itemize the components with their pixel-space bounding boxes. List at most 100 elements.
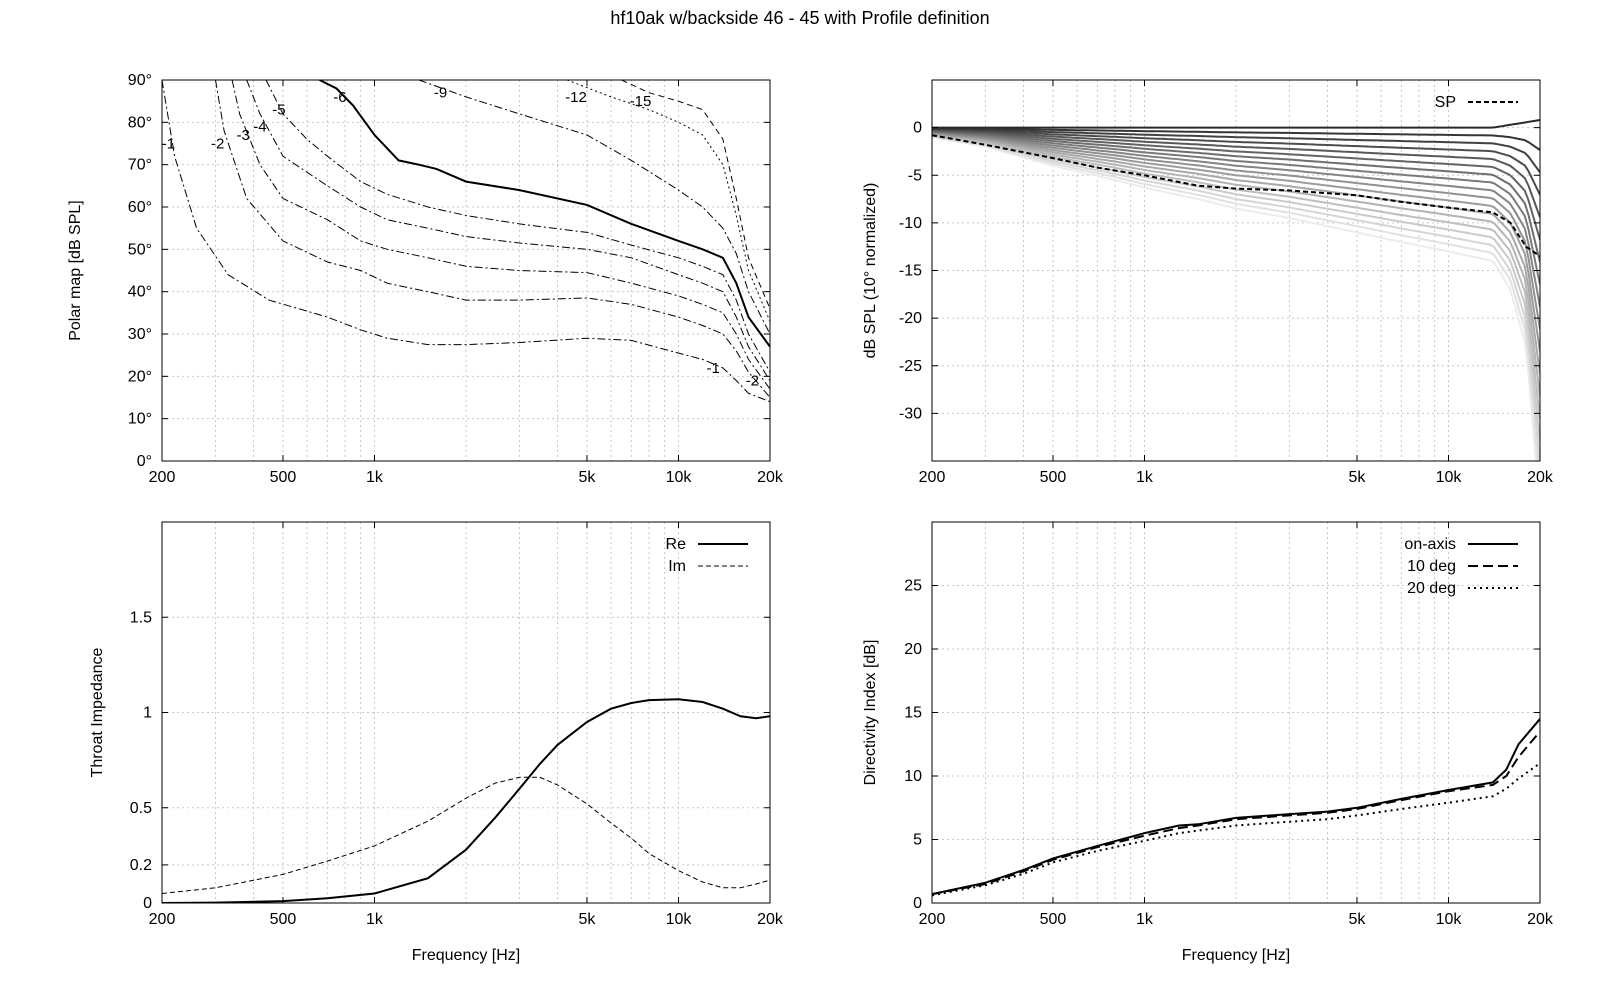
y-tick-label: 60° [128,199,152,216]
off-axis-curve [932,127,1540,151]
y-tick-label: 0 [143,895,152,912]
contour-line--2 [215,80,770,398]
y-tick-label: 0 [913,120,922,137]
contour-label: -2 [746,373,759,390]
contour-label: -9 [434,85,447,102]
contour-label: -3 [237,127,250,144]
page-title: hf10ak w/backside 46 - 45 with Profile d… [610,8,990,28]
y-tick-label: 25 [904,578,922,595]
y-tick-label: 30° [128,326,152,343]
off-axis-curve [932,130,1540,285]
y-tick-label: 10 [904,768,922,785]
plot-frame [161,79,771,462]
y-tick-label: -30 [899,405,922,422]
off-axis-curve [932,130,1540,263]
x-tick-label: 10k [666,911,693,928]
x-tick-label: 10k [1436,469,1463,486]
legend-label: Im [668,558,686,575]
legend-label: SP [1435,94,1456,111]
y-tick-label: 50° [128,241,152,258]
series-line-10-deg [932,730,1540,896]
off-axis-curve [932,131,1540,330]
x-tick-label: 5k [579,911,597,928]
off-axis-curve [932,135,1540,461]
x-tick-label: 20k [1527,469,1554,486]
x-tick-label: 200 [919,911,946,928]
throat-impedance-panel: 200 500 1k 5k 10k 20k 0 0.2 0.5 1 1.5 Throat Impeda… [89,521,784,964]
series-line-im [162,776,770,894]
series-line-re [162,698,770,903]
y-tick-label: 0.5 [130,800,152,817]
y-tick-label: 0° [137,453,152,470]
contour-label: -4 [253,119,266,136]
series-line-sp [932,134,1540,258]
x-tick-label: 200 [149,469,176,486]
contour-line--4 [246,80,770,381]
y-tick-label: -15 [899,263,922,280]
off-axis-curve [932,129,1540,240]
y-axis-label: Directivity Index [dB] [862,640,879,786]
y-tick-label: 90° [128,72,152,89]
legend-label: 10 deg [1407,558,1456,575]
x-axis-label: Frequency [Hz] [1182,947,1290,964]
y-tick-label: 1.5 [130,609,152,626]
y-axis-label: dB SPL (10° normalized) [862,183,879,359]
x-tick-label: 500 [270,911,297,928]
series-line-20-deg [932,762,1540,897]
legend-label: Re [666,536,687,553]
legend-label: on-axis [1404,536,1456,553]
legend-label: 20 deg [1407,580,1456,597]
y-tick-label: -25 [899,358,922,375]
y-tick-label: 20° [128,368,152,385]
y-tick-label: 10° [128,411,152,428]
x-tick-label: 10k [666,469,693,486]
x-tick-label: 5k [579,469,597,486]
contour-line--9 [418,80,770,335]
y-tick-label: 0 [913,895,922,912]
x-tick-label: 20k [757,469,784,486]
contour-line--5 [265,80,770,373]
off-axis-curve [932,119,1540,129]
series-line-on-axis [932,718,1540,896]
x-tick-label: 200 [149,911,176,928]
x-tick-label: 20k [1527,911,1554,928]
y-axis-label: Polar map [dB SPL] [67,200,84,341]
directivity-index-panel: 200 500 1k 5k 10k 20k 0 5 10 15 20 25 Directivity In… [862,521,1554,964]
contour-line--15 [621,80,770,309]
x-tick-label: 500 [270,469,297,486]
off-axis-curve [932,133,1540,397]
contour-label: -12 [565,89,587,106]
y-tick-label: 70° [128,157,152,174]
y-tick-label: 5 [913,832,922,849]
y-tick-label: 1 [143,705,152,722]
off-axis-curve [932,135,1539,461]
x-tick-label: 5k [1349,469,1367,486]
y-axis-label: Throat Impedance [89,647,106,777]
y-tick-label: 0.2 [130,857,152,874]
x-tick-label: 1k [1136,469,1154,486]
contour-line--6 [319,80,770,348]
y-tick-label: -20 [899,310,922,327]
y-tick-label: -5 [908,167,922,184]
off-axis-curve [932,131,1540,308]
contour-label: -1 [706,360,719,377]
y-tick-label: 15 [904,705,922,722]
x-tick-label: 1k [366,911,384,928]
contour-label: -6 [333,89,346,106]
x-tick-label: 1k [1136,911,1154,928]
contour-line--1 [162,80,770,403]
contour-label: -2 [211,136,224,153]
y-tick-label: -10 [899,215,922,232]
x-tick-label: 500 [1040,469,1067,486]
y-tick-label: 80° [128,114,152,131]
y-tick-label: 20 [904,641,922,658]
y-tick-label: 40° [128,284,152,301]
off-axis-curve [932,128,1540,196]
off-axis-curve [932,136,1537,461]
contour-label: -15 [630,93,652,110]
x-tick-label: 500 [1040,911,1067,928]
x-tick-label: 20k [757,911,784,928]
off-axis-curve [932,134,1540,442]
x-tick-label: 1k [366,469,384,486]
